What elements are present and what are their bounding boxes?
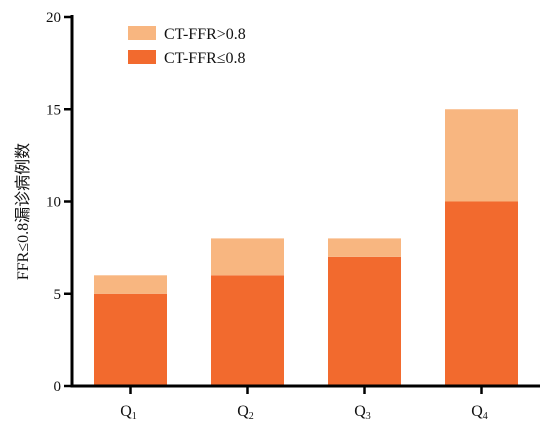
legend-label-ffr-le: CT-FFR≤0.8 bbox=[164, 50, 246, 67]
x-tick-label-q2: Q2 bbox=[237, 403, 254, 422]
y-axis-label: FFR≤0.8漏诊病例数 bbox=[14, 143, 32, 280]
y-tick-label-15: 15 bbox=[46, 102, 61, 118]
bar-ffr-le-q3 bbox=[328, 256, 401, 386]
bar-ffr-gt-q4 bbox=[445, 109, 518, 202]
x-tick-label-q4: Q4 bbox=[471, 403, 488, 422]
bar-ffr-le-q4 bbox=[445, 201, 518, 386]
y-tick-label-5: 5 bbox=[54, 287, 62, 303]
legend-swatch-ffr-le bbox=[128, 50, 156, 64]
legend-swatch-ffr-gt bbox=[128, 26, 156, 40]
y-tick-label-20: 20 bbox=[46, 10, 61, 26]
bar-ffr-gt-q1 bbox=[94, 275, 167, 294]
bar-ffr-gt-q2 bbox=[211, 238, 284, 276]
bar-ffr-le-q1 bbox=[94, 293, 167, 386]
x-tick-label-q1: Q1 bbox=[120, 403, 137, 422]
bar-ffr-le-q2 bbox=[211, 275, 284, 386]
legend-label-ffr-gt: CT-FFR>0.8 bbox=[164, 26, 246, 43]
y-tick-label-0: 0 bbox=[54, 379, 62, 395]
axes-layer: 0 5 10 15 20 Q1 Q2 Q3 Q4 bbox=[46, 10, 540, 422]
x-tick-label-q3: Q3 bbox=[354, 403, 371, 422]
y-tick-label-10: 10 bbox=[46, 195, 61, 211]
legend: CT-FFR>0.8 CT-FFR≤0.8 bbox=[128, 26, 246, 67]
bars-layer bbox=[94, 109, 518, 386]
bar-ffr-gt-q3 bbox=[328, 238, 401, 257]
